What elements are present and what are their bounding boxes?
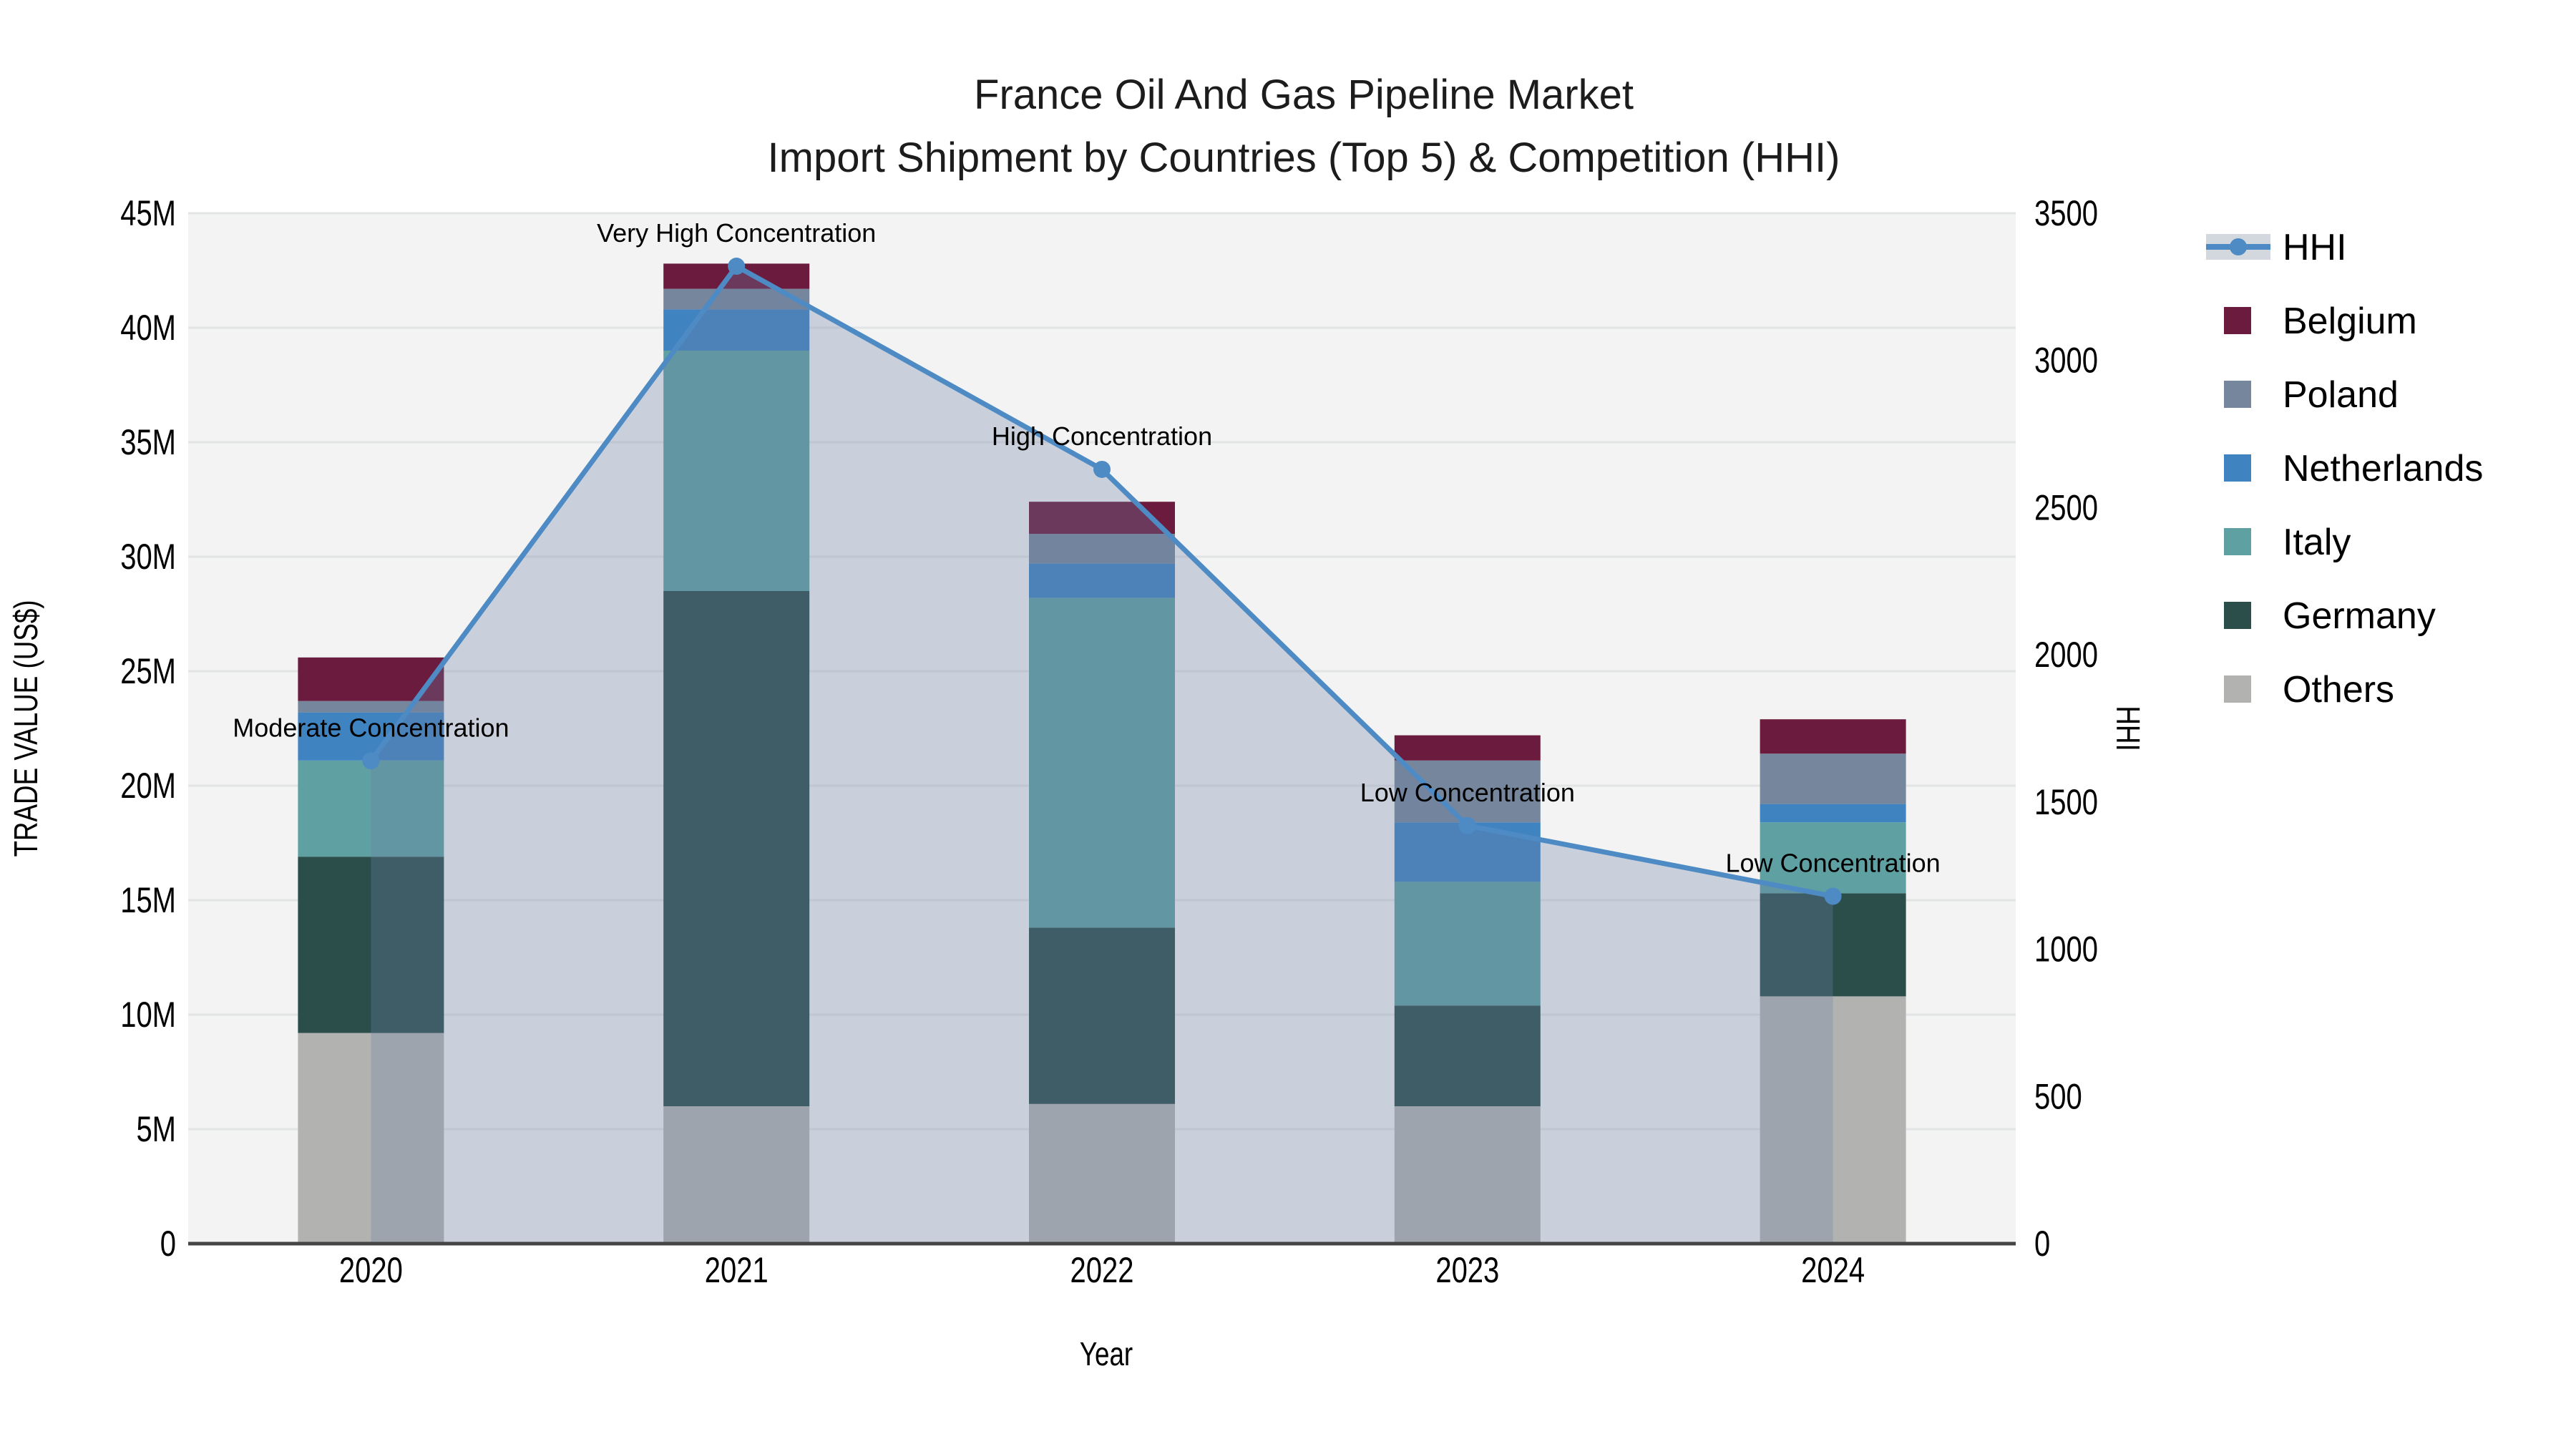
bar-segment-belgium-2023 [1394, 735, 1541, 761]
y-right-tick-1000: 1000 [2034, 929, 2098, 969]
y-right-tick-500: 500 [2034, 1076, 2082, 1116]
y-right-axis-title: HHI [2109, 706, 2147, 751]
legend: HHI Belgium Poland Netherlands Italy Germany O… [2206, 227, 2483, 711]
legend-item-poland[interactable]: Poland [2224, 374, 2399, 416]
chart-title-line1: France Oil And Gas Pipeline Market [974, 72, 1634, 118]
legend-label-poland: Poland [2283, 374, 2399, 416]
chart-title-line2: Import Shipment by Countries (Top 5) & C… [768, 135, 1840, 181]
bar-segment-poland-2022 [1029, 534, 1175, 564]
x-tick-2024: 2024 [1801, 1250, 1865, 1290]
x-tick-2020: 2020 [339, 1250, 403, 1290]
bar-segment-germany-2020 [298, 857, 444, 1033]
bar-segment-germany-2023 [1394, 1005, 1541, 1106]
y-left-tick-45M: 45M [120, 193, 176, 233]
bar-segment-poland-2024 [1760, 753, 1906, 804]
y-left-tick-35M: 35M [120, 422, 176, 462]
x-axis-title: Year [1080, 1335, 1133, 1372]
legend-label-belgium: Belgium [2283, 301, 2417, 342]
y-left-tick-25M: 25M [120, 651, 176, 691]
bar-segment-italy-2024 [1760, 822, 1906, 894]
bar-segment-netherlands-2022 [1029, 563, 1175, 598]
hhi-marker-2024 [1824, 887, 1842, 905]
y-right-tick-3000: 3000 [2034, 340, 2098, 380]
legend-item-netherlands[interactable]: Netherlands [2224, 448, 2483, 489]
bar-segment-germany-2022 [1029, 927, 1175, 1104]
bar-segment-italy-2021 [663, 351, 810, 591]
legend-hhi-marker-sample [2230, 238, 2247, 255]
legend-label-others: Others [2283, 669, 2394, 711]
legend-item-belgium[interactable]: Belgium [2224, 301, 2417, 342]
bar-segment-germany-2021 [663, 591, 810, 1106]
bar-segment-others-2021 [663, 1106, 810, 1244]
y-left-tick-15M: 15M [120, 880, 176, 920]
y-right-tick-2000: 2000 [2034, 635, 2098, 675]
legend-label-italy: Italy [2283, 522, 2351, 563]
legend-label-netherlands: Netherlands [2283, 448, 2483, 489]
bar-segment-italy-2022 [1029, 597, 1175, 928]
legend-swatch-poland [2224, 381, 2251, 408]
x-tick-2021: 2021 [705, 1250, 769, 1290]
legend-swatch-belgium [2224, 307, 2251, 334]
legend-label-germany: Germany [2283, 595, 2436, 637]
y-left-tick-20M: 20M [120, 766, 176, 806]
y-left-tick-10M: 10M [120, 995, 176, 1035]
annotation-2020: Moderate Concentration [233, 713, 509, 742]
hhi-marker-2022 [1093, 460, 1111, 478]
y-left-tick-30M: 30M [120, 537, 176, 577]
annotation-2021: Very High Concentration [597, 218, 876, 248]
bar-segment-poland-2023 [1394, 760, 1541, 823]
legend-label-hhi: HHI [2283, 227, 2347, 268]
annotation-2024: Low Concentration [1726, 849, 1941, 878]
hhi-marker-2020 [362, 752, 380, 770]
bar-segment-others-2023 [1394, 1106, 1541, 1244]
y-left-axis-title: TRADE VALUE (US$) [7, 600, 44, 857]
hhi-marker-2023 [1458, 816, 1476, 834]
hhi-marker-2021 [728, 258, 746, 275]
legend-swatch-others [2224, 675, 2251, 703]
bar-segment-others-2024 [1760, 996, 1906, 1244]
y-right-tick-1500: 1500 [2034, 782, 2098, 822]
y-left-tick-40M: 40M [120, 308, 176, 348]
plot-area: 0 5M 10M 15M 20M 25M 30M 35M 40M 45M 0 500 1000 1500 2… [120, 193, 2098, 1290]
legend-item-hhi[interactable]: HHI [2206, 227, 2347, 268]
hhi-area-fill [371, 266, 1833, 1244]
bar-segment-others-2022 [1029, 1103, 1175, 1244]
y-right-tick-3500: 3500 [2034, 193, 2098, 233]
bar-segment-belgium-2024 [1760, 719, 1906, 754]
bar-segment-italy-2023 [1394, 882, 1541, 1006]
annotation-2023: Low Concentration [1360, 778, 1575, 807]
legend-swatch-germany [2224, 602, 2251, 629]
legend-item-germany[interactable]: Germany [2224, 595, 2436, 637]
y-left-tick-5M: 5M [136, 1109, 176, 1149]
legend-item-others[interactable]: Others [2224, 669, 2394, 711]
y-left-tick-0: 0 [160, 1224, 176, 1264]
y-right-tick-2500: 2500 [2034, 487, 2098, 527]
bar-segment-netherlands-2024 [1760, 804, 1906, 823]
bar-segment-others-2020 [298, 1033, 444, 1244]
legend-swatch-italy [2224, 528, 2251, 555]
y-right-tick-0: 0 [2034, 1224, 2050, 1264]
x-tick-2022: 2022 [1070, 1250, 1134, 1290]
x-tick-2023: 2023 [1435, 1250, 1499, 1290]
bar-segment-germany-2024 [1760, 893, 1906, 997]
bar-segment-italy-2020 [298, 760, 444, 857]
legend-item-italy[interactable]: Italy [2224, 522, 2351, 563]
annotation-2022: High Concentration [992, 421, 1212, 451]
legend-swatch-netherlands [2224, 454, 2251, 482]
